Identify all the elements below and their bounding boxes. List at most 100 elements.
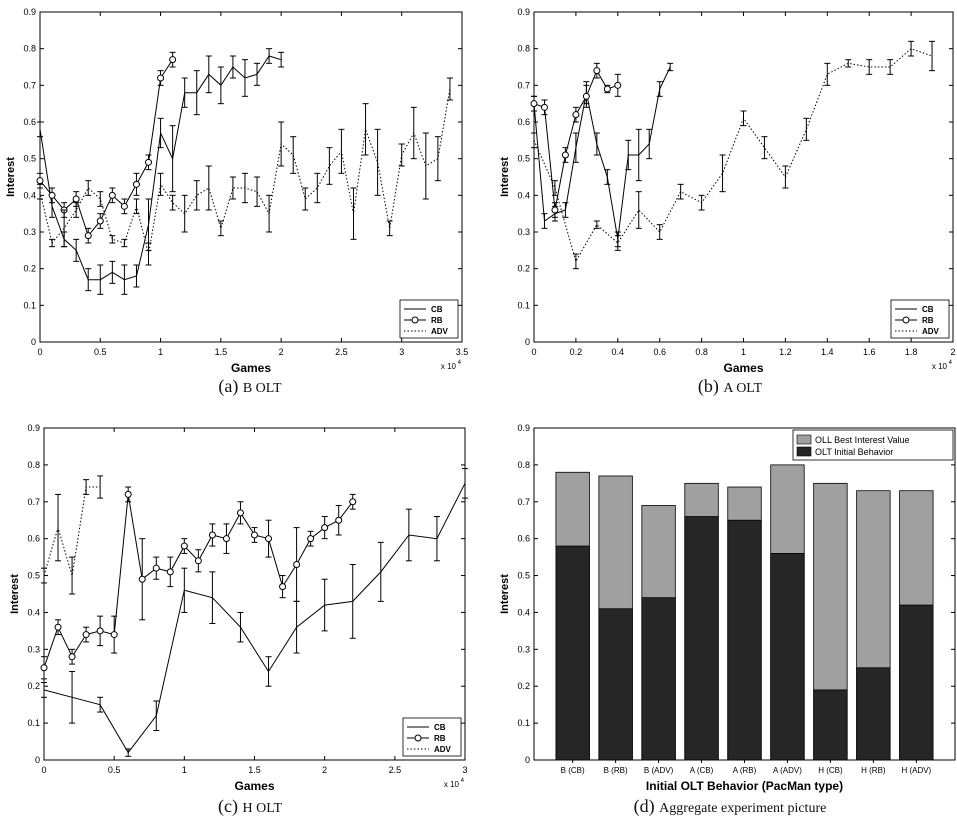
- chart-c-series-rb-point: [96, 627, 104, 635]
- chart-a-legend: [399, 299, 459, 339]
- caption-a-label: (a): [218, 376, 239, 396]
- chart-a-series-rb-point: [145, 158, 153, 166]
- chart-c-series-rb-point: [307, 535, 315, 543]
- chart-a-x-tick-label: 2.5: [335, 347, 348, 357]
- chart-a-series-rb-point: [48, 191, 56, 199]
- caption-d-label: (d): [633, 796, 655, 816]
- chart-d-bar-initial-6: [813, 689, 848, 761]
- chart-b-legend-rb-label: RB: [922, 316, 934, 325]
- chart-b-svg: 0 0.1 0.2 0.3 0.4 0.5 0.6 0.7 0.8 0.9 Interest Game…: [499, 7, 956, 375]
- chart-a-series-rb-point: [169, 56, 177, 64]
- chart-c-y-tick-label: 0.5: [27, 571, 40, 581]
- chart-a-series-rb-point: [120, 202, 128, 210]
- chart-d-x-tick-label: A (CB): [690, 766, 714, 775]
- caption-d: (d) Aggregate experiment picture: [520, 796, 940, 817]
- chart-a-y-tick-label: 0.8: [23, 44, 36, 54]
- chart-b-x-axis-label: Games: [723, 361, 763, 375]
- caption-c: (c) H OLT: [40, 796, 460, 817]
- chart-d-bar-initial-7: [856, 667, 891, 761]
- chart-d-x-tick-label: A (ADV): [773, 766, 802, 775]
- chart-a-y-tick-label: 0.5: [23, 154, 36, 164]
- chart-d-legend-label-0: OLL Best Interest Value: [815, 435, 910, 445]
- chart-c-legend-rb-marker: [414, 734, 422, 742]
- chart-b-y-tick-label: 0.5: [517, 154, 530, 164]
- chart-d-x-tick-label: B (ADV): [644, 766, 674, 775]
- chart-a-x-axis-label: Games: [231, 361, 271, 375]
- chart-c-y-tick-label: 0.9: [27, 423, 40, 433]
- chart-d-y-tick-label: 0.2: [517, 681, 530, 691]
- chart-c-x-tick-label: 3: [462, 765, 467, 775]
- chart-b-y-tick-label: 0.8: [517, 44, 530, 54]
- chart-b-legend-cb-label: CB: [922, 305, 934, 314]
- chart-d-x-tick-label: B (RB): [604, 766, 628, 775]
- chart-b-series-rb-point: [530, 100, 538, 108]
- chart-b-series-rb-point: [572, 111, 580, 119]
- caption-b-text: A OLT: [723, 381, 763, 396]
- chart-d-y-tick-label: 0.1: [517, 718, 530, 728]
- chart-b-y-tick-label: 0.9: [517, 7, 530, 17]
- chart-c-series-rb-point: [251, 531, 258, 539]
- chart-d-bar-initial-5: [770, 553, 805, 761]
- caption-b-label: (b): [697, 376, 719, 396]
- chart-c-x-tick-label: 2.5: [389, 765, 402, 775]
- chart-c-series-rb-point: [279, 583, 287, 591]
- chart-d-legend-label-1: OLT Initial Behavior: [815, 447, 893, 457]
- chart-b-series-rb-point: [540, 103, 548, 111]
- chart-a-plot-frame: [39, 11, 463, 343]
- chart-b-x-tick-label: 1.4: [821, 347, 834, 357]
- chart-b-y-axis-label: Interest: [499, 157, 511, 197]
- chart-b-x-tick-label: 0.8: [695, 347, 708, 357]
- chart-a-legend-rb-marker: [411, 316, 419, 324]
- chart-a-series-rb-point: [36, 177, 44, 185]
- chart-b-series-adv-line: [533, 48, 933, 263]
- chart-b-plot-frame: [533, 11, 954, 343]
- chart-c-series-rb-point: [208, 531, 216, 539]
- chart-a-series-rb-point: [108, 191, 116, 199]
- chart-d-bar-initial-1: [598, 608, 633, 761]
- chart-b-series-rb-point: [551, 206, 559, 214]
- chart-d-y-tick-label: 0.9: [517, 423, 530, 433]
- chart-b-x-multiplier-exp: 4: [949, 360, 953, 366]
- chart-c-x-tick-label: 0.5: [108, 765, 121, 775]
- chart-d-y-tick-label: 0.7: [517, 497, 530, 507]
- chart-b-x-tick-label: 1.6: [863, 347, 876, 357]
- chart-b-x-tick-label: 1.8: [905, 347, 918, 357]
- chart-c-x-tick-label: 0: [41, 765, 46, 775]
- chart-a-x-tick-label: 1: [158, 347, 163, 357]
- chart-a-y-tick-label: 0.2: [23, 264, 36, 274]
- chart-a-x-multiplier-exp: 4: [458, 360, 462, 366]
- chart-a-series-rb-point: [96, 217, 104, 225]
- chart-c-y-tick-label: 0.3: [27, 644, 40, 654]
- caption-d-text: Aggregate experiment picture: [659, 801, 827, 816]
- chart-d-x-axis-label: Initial OLT Behavior (PacMan type): [646, 779, 843, 793]
- chart-b-y-tick-label: 0.3: [517, 227, 530, 237]
- chart-b-legend-rb-marker: [902, 316, 910, 324]
- chart-b: 0 0.1 0.2 0.3 0.4 0.5 0.6 0.7 0.8 0.9 Interest Game…: [490, 0, 957, 412]
- chart-c-y-tick-label: 0.4: [27, 607, 40, 617]
- chart-c-series-rb-point: [349, 498, 357, 506]
- chart-c-legend-rb-label: RB: [434, 734, 446, 743]
- chart-d-x-tick-label: H (ADV): [901, 766, 931, 775]
- chart-c-series-cb-line: [43, 483, 466, 754]
- chart-b-x-tick-label: 2: [950, 347, 955, 357]
- chart-c-series-rb-point: [293, 560, 301, 568]
- chart-b-x-tick-label: 0.2: [570, 347, 583, 357]
- chart-d-x-tick-label: A (RB): [733, 766, 757, 775]
- chart-d-svg: 0 0.1 0.2 0.3 0.4 0.5 0.6 0.7 0.8 0.9 Interest Init…: [499, 423, 956, 793]
- chart-c-series-rb-point: [335, 516, 343, 524]
- chart-c-series-rb-point: [222, 535, 230, 543]
- chart-a-y-tick-label: 0.6: [23, 117, 36, 127]
- chart-a-legend-rb-label: RB: [431, 316, 443, 325]
- chart-b-series-cb-line: [533, 66, 671, 240]
- chart-d-y-tick-label: 0.6: [517, 534, 530, 544]
- chart-a-x-tick-label: 1.5: [215, 347, 228, 357]
- chart-a-x-tick-label: 0.5: [94, 347, 107, 357]
- caption-c-text: H OLT: [242, 801, 283, 816]
- chart-b-y-tick-label: 0.1: [517, 300, 530, 310]
- chart-c-series-rb-point: [152, 564, 160, 572]
- chart-a-y-tick-label: 0.7: [23, 80, 36, 90]
- chart-a: 0 0.1 0.2 0.3 0.4 0.5 0.6 0.7 0.8 0.9 Interest Game…: [0, 0, 480, 412]
- chart-d-y-tick-label: 0.3: [517, 644, 530, 654]
- chart-b-y-tick-label: 0.7: [517, 80, 530, 90]
- chart-b-y-tick-label: 0: [525, 337, 530, 347]
